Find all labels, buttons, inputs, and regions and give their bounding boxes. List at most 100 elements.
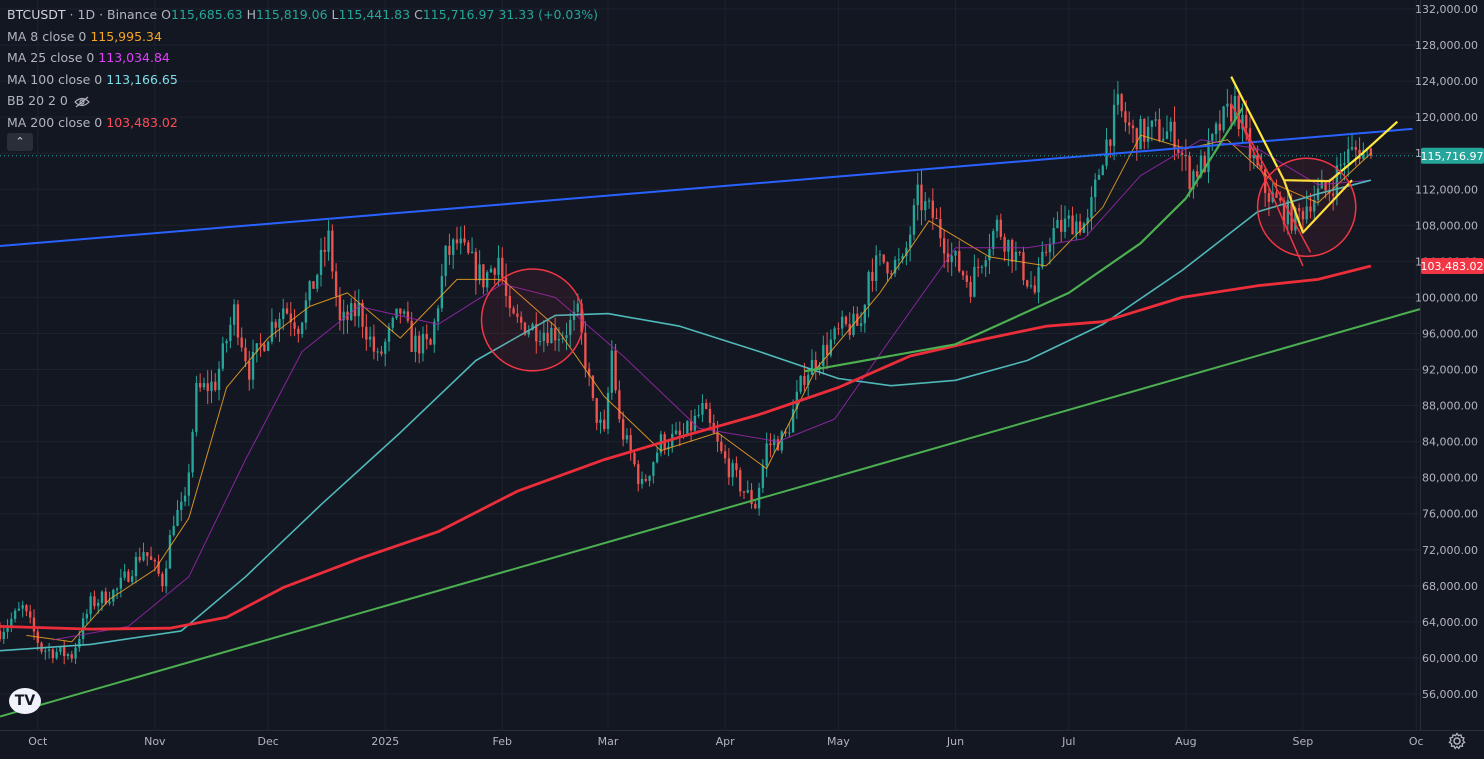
tradingview-logo[interactable]: TV	[9, 688, 41, 714]
candle-body	[603, 419, 606, 430]
candle-body	[761, 465, 765, 488]
candle-body	[1331, 193, 1335, 196]
candle-body	[1214, 123, 1218, 135]
price-tick-label: 120,000.00	[1415, 111, 1478, 124]
candle-body	[1131, 125, 1135, 129]
green_trend-path	[804, 107, 1244, 373]
candle-body	[365, 326, 368, 340]
candle-body	[961, 271, 965, 276]
candle-body	[1067, 215, 1070, 219]
candle-body	[297, 328, 300, 334]
candle-body	[905, 247, 908, 257]
candle-body	[587, 368, 591, 376]
candle-body	[954, 251, 957, 256]
indicator-bb[interactable]: BB 20 2 0	[7, 90, 598, 112]
price-axis[interactable]: 56,000.00 60,000.00 64,000.00 68,000.00 72,0…	[1415, 0, 1484, 759]
indicator-ma8[interactable]: MA 8 close 0 115,995.34	[7, 26, 598, 48]
candle-body	[263, 344, 266, 351]
candle-body	[1139, 118, 1142, 150]
candle-body	[74, 647, 77, 659]
circle-path	[1241, 125, 1304, 267]
candle-body	[512, 308, 515, 314]
indicator-ma200[interactable]: MA 200 close 0 103,483.02	[7, 112, 598, 134]
hidden-eye-icon[interactable]	[74, 96, 90, 108]
candle-body	[384, 341, 387, 354]
high-key: H	[246, 7, 256, 22]
ma8-line	[26, 134, 1372, 643]
candle-body	[569, 319, 572, 336]
collapse-legend-button[interactable]: ⌃	[7, 133, 33, 151]
candle-body	[17, 608, 21, 611]
green_trend-line	[0, 308, 1421, 718]
candle-body	[825, 344, 829, 356]
yellow_pattern-path	[1230, 76, 1399, 183]
low-key: L	[331, 7, 339, 22]
symbol-row[interactable]: BTCUSDT · 1D · Binance O115,685.63 H115,…	[7, 4, 598, 26]
indicator-label: MA 8 close 0	[7, 28, 87, 44]
candle-body	[93, 596, 96, 607]
candle-body	[440, 275, 444, 309]
candle-body	[844, 316, 848, 325]
candle-body	[142, 552, 145, 561]
time-tick-label: Mar	[598, 735, 619, 748]
candle-body	[85, 613, 89, 619]
time-axis[interactable]: Oct Nov Dec 2025 Feb Mar Apr May Jun Jul Aug Sep Oc	[0, 730, 1484, 749]
candle-body	[214, 381, 217, 391]
candle-body	[1188, 156, 1191, 189]
symbol-name[interactable]: BTCUSDT	[7, 7, 66, 22]
candle-body	[319, 249, 323, 275]
candle-body	[312, 281, 315, 289]
candle-body	[455, 239, 459, 244]
candle-body	[497, 257, 500, 275]
close-key: C	[414, 7, 423, 22]
candle-body	[1150, 120, 1154, 127]
candle-body	[146, 552, 149, 557]
candle-body	[531, 324, 534, 331]
candle-body	[610, 350, 613, 393]
candle-body	[1369, 148, 1373, 156]
candle-body	[308, 281, 311, 301]
candle-body	[183, 495, 187, 502]
candle-body	[376, 351, 379, 353]
candle-body	[769, 443, 772, 446]
candle-body	[282, 308, 285, 319]
time-tick-label: Feb	[493, 735, 512, 748]
candle-body	[161, 573, 164, 587]
candle-body	[368, 336, 372, 340]
candle-body	[591, 375, 595, 399]
candle-body	[134, 556, 138, 577]
interval[interactable]: 1D	[77, 7, 96, 22]
candle-body	[361, 303, 364, 327]
candle-body	[1094, 179, 1097, 198]
candle-body	[599, 419, 602, 423]
indicator-ma100[interactable]: MA 100 close 0 113,166.65	[7, 69, 598, 91]
candle-body	[232, 304, 236, 325]
candle-body	[274, 321, 277, 328]
candle-body	[629, 435, 632, 453]
candle-body	[822, 344, 825, 366]
price-tick-label: 68,000.00	[1422, 580, 1478, 593]
candle-body	[652, 462, 655, 476]
candle-body	[535, 324, 538, 342]
candle-body	[935, 217, 938, 220]
candle-body	[678, 430, 681, 436]
candle-body	[519, 316, 523, 323]
candle-body	[157, 561, 160, 574]
candle-body	[108, 601, 111, 604]
candle-body	[240, 337, 243, 348]
candle-body	[527, 330, 530, 335]
candle-body	[149, 556, 153, 560]
candle-body	[784, 431, 787, 434]
price-tick-label: 76,000.00	[1422, 508, 1478, 521]
gear-icon[interactable]	[1448, 732, 1466, 750]
candle-body	[1082, 223, 1086, 233]
indicator-ma25[interactable]: MA 25 close 0 113,034.84	[7, 47, 598, 69]
candle-body	[580, 303, 583, 333]
candle-body	[467, 242, 470, 253]
candle-body	[21, 605, 24, 609]
candle-body	[863, 304, 867, 324]
candle-body	[508, 295, 512, 309]
grid-lines	[0, 0, 1420, 730]
candle-body	[251, 351, 255, 380]
